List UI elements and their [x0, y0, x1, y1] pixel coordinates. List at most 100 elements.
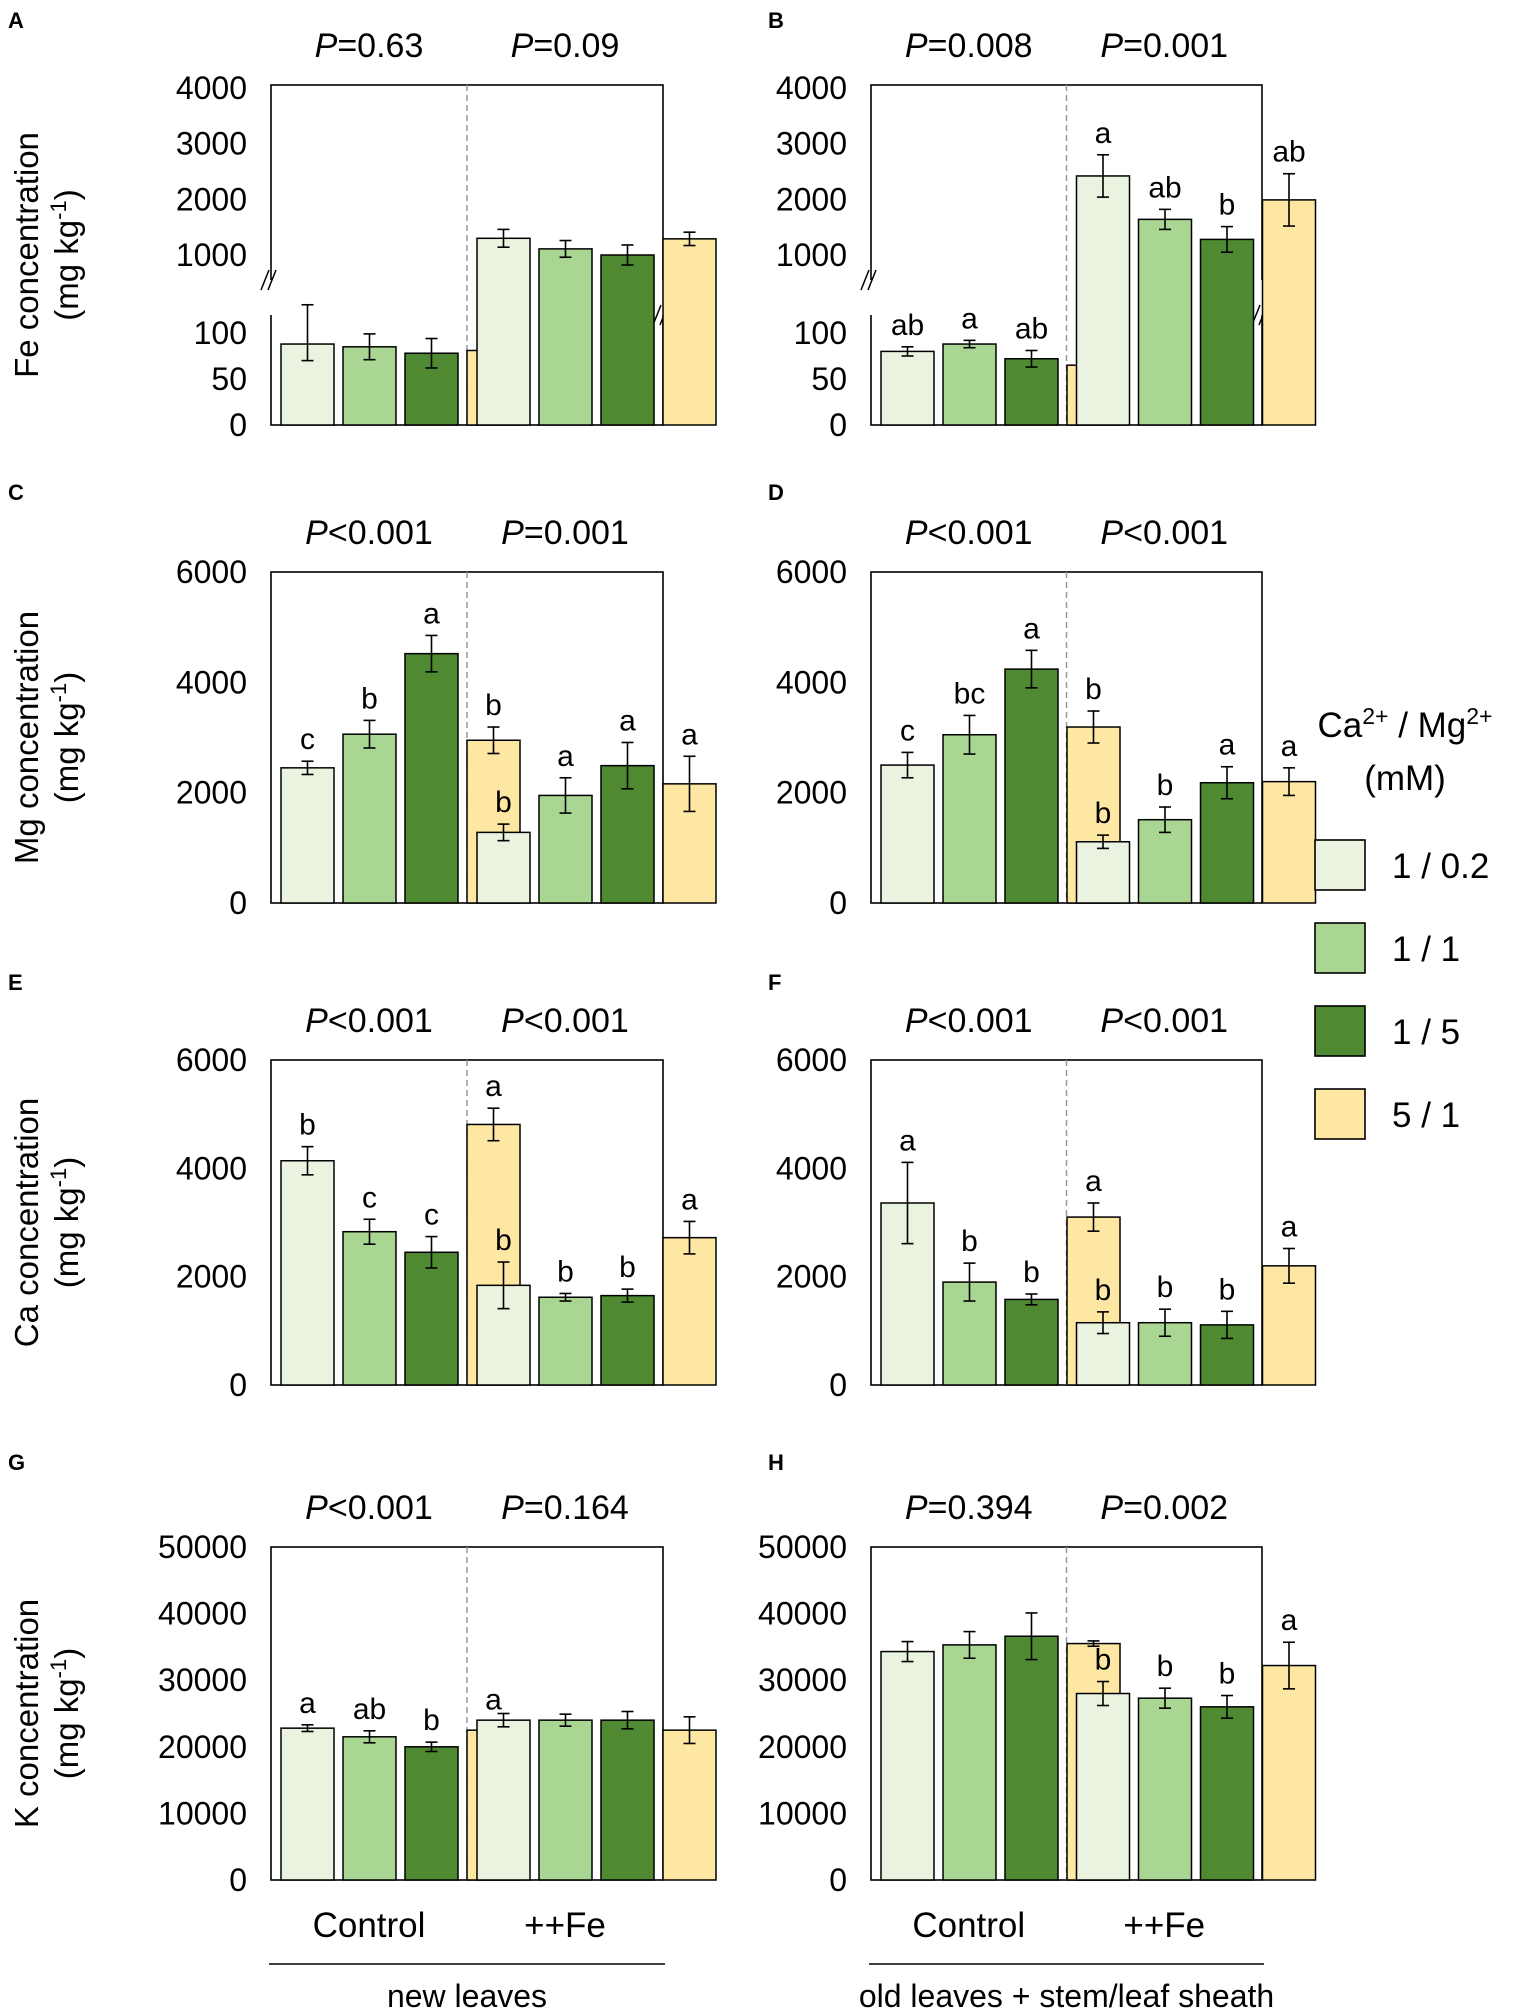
y-tick-label: 2000 — [776, 775, 847, 811]
significance-letter: b — [495, 786, 512, 819]
legend-swatch — [1314, 922, 1366, 974]
y-tick-label: 0 — [229, 1862, 247, 1898]
p-symbol: P — [501, 1002, 524, 1040]
bar — [1004, 668, 1059, 904]
bar — [538, 248, 593, 426]
y-tick-label: 30000 — [758, 1662, 847, 1698]
p-symbol: P — [1100, 1002, 1123, 1040]
significance-letter: b — [557, 1255, 574, 1288]
bar — [280, 767, 335, 904]
p-number: =0.63 — [337, 27, 423, 65]
significance-letter: a — [485, 1683, 502, 1716]
p-value: P<0.001 — [905, 514, 1033, 552]
y-axis-label: K concentration — [8, 1599, 45, 1828]
significance-letter: a — [619, 704, 636, 737]
bar — [1137, 218, 1193, 426]
y-tick-label: 3000 — [176, 126, 247, 162]
unit-superscript: -1 — [46, 683, 71, 703]
p-value: P<0.001 — [501, 1002, 629, 1040]
significance-letter: b — [1085, 673, 1102, 706]
bar — [342, 733, 397, 904]
panel-label: D — [768, 480, 784, 505]
panel-e: E 0 2000 4000 6000 Ca concentration (mg kg-1) P… — [8, 970, 717, 1403]
y-tick-label: 100 — [794, 315, 847, 351]
bar — [942, 1644, 997, 1881]
y-tick-label: 20000 — [158, 1729, 247, 1765]
y-tick-label: 6000 — [776, 554, 847, 590]
panel-label: B — [768, 8, 784, 33]
significance-letter: ab — [891, 309, 924, 342]
significance-letter: c — [362, 1181, 377, 1214]
significance-letter: a — [681, 718, 698, 751]
bar — [600, 254, 655, 426]
significance-letter: b — [1157, 1271, 1174, 1304]
significance-letter: a — [485, 1070, 502, 1103]
panel-label: E — [8, 970, 23, 995]
y-tick-label: 6000 — [176, 1042, 247, 1078]
bar — [662, 1729, 717, 1881]
unit-text: (mg kg — [48, 220, 85, 321]
y-tick-label: 20000 — [758, 1729, 847, 1765]
significance-letter: a — [1023, 612, 1040, 645]
x-category-label: ++Fe — [1123, 1906, 1205, 1945]
legend-entry-label: 1 / 0.2 — [1392, 847, 1489, 886]
significance-letter: a — [1219, 729, 1236, 762]
bar — [942, 733, 997, 904]
y-tick-label: 4000 — [176, 70, 247, 106]
legend: Ca2+ / Mg2+(mM)1 / 0.21 / 11 / 55 / 1 — [1314, 703, 1493, 1140]
y-tick-label: 1000 — [176, 237, 247, 273]
p-value: P<0.001 — [1100, 1002, 1228, 1040]
bar — [662, 238, 717, 426]
bar — [600, 1294, 655, 1386]
significance-letter: a — [299, 1687, 316, 1720]
y-axis-unit: (mg kg-1) — [46, 189, 85, 320]
bar — [476, 1719, 531, 1881]
unit-text: ) — [48, 672, 85, 683]
unit-text: (mg kg — [48, 1678, 85, 1779]
significance-letter: ab — [1272, 136, 1305, 169]
p-number: <0.001 — [328, 1002, 433, 1040]
bar — [600, 1719, 655, 1881]
bar — [942, 1281, 997, 1386]
significance-letter: a — [1095, 117, 1112, 150]
unit-superscript: -1 — [46, 1659, 71, 1679]
y-tick-label: 10000 — [158, 1795, 247, 1831]
p-symbol: P — [905, 1489, 928, 1527]
y-tick-label: 0 — [829, 1862, 847, 1898]
p-number: <0.001 — [1123, 514, 1228, 552]
significance-letter: b — [485, 689, 502, 722]
y-tick-label: 0 — [229, 407, 247, 443]
y-tick-label: 40000 — [158, 1596, 247, 1632]
y-tick-label: 30000 — [158, 1662, 247, 1698]
x-category-label: Control — [912, 1906, 1025, 1945]
significance-letter: b — [1219, 189, 1236, 222]
y-tick-label: 4000 — [776, 70, 847, 106]
significance-letter: b — [619, 1251, 636, 1284]
p-symbol: P — [315, 27, 338, 65]
p-value: P<0.001 — [1100, 514, 1228, 552]
bar — [1075, 175, 1131, 426]
legend-entry-label: 5 / 1 — [1392, 1096, 1460, 1135]
p-symbol: P — [501, 1489, 524, 1527]
significance-letter: b — [1219, 1658, 1236, 1691]
significance-letter: a — [1085, 1165, 1102, 1198]
y-tick-label: 4000 — [776, 1150, 847, 1186]
significance-letter: b — [361, 682, 378, 715]
bar — [1261, 199, 1317, 426]
y-tick-label: 4000 — [176, 664, 247, 700]
bar — [476, 831, 531, 904]
significance-letter: ab — [1015, 312, 1048, 345]
panel-label: A — [8, 8, 24, 33]
p-symbol: P — [501, 514, 524, 552]
bar — [1075, 1692, 1131, 1881]
significance-letter: a — [961, 302, 978, 335]
bar — [1004, 1635, 1059, 1881]
bar — [1261, 1664, 1317, 1881]
y-axis-unit: (mg kg-1) — [46, 1157, 85, 1288]
bar — [880, 764, 935, 904]
legend-entry-label: 1 / 1 — [1392, 930, 1460, 969]
legend-title: Ca2+ / Mg2+ — [1317, 703, 1492, 745]
x-category-label: ++Fe — [524, 1906, 606, 1945]
